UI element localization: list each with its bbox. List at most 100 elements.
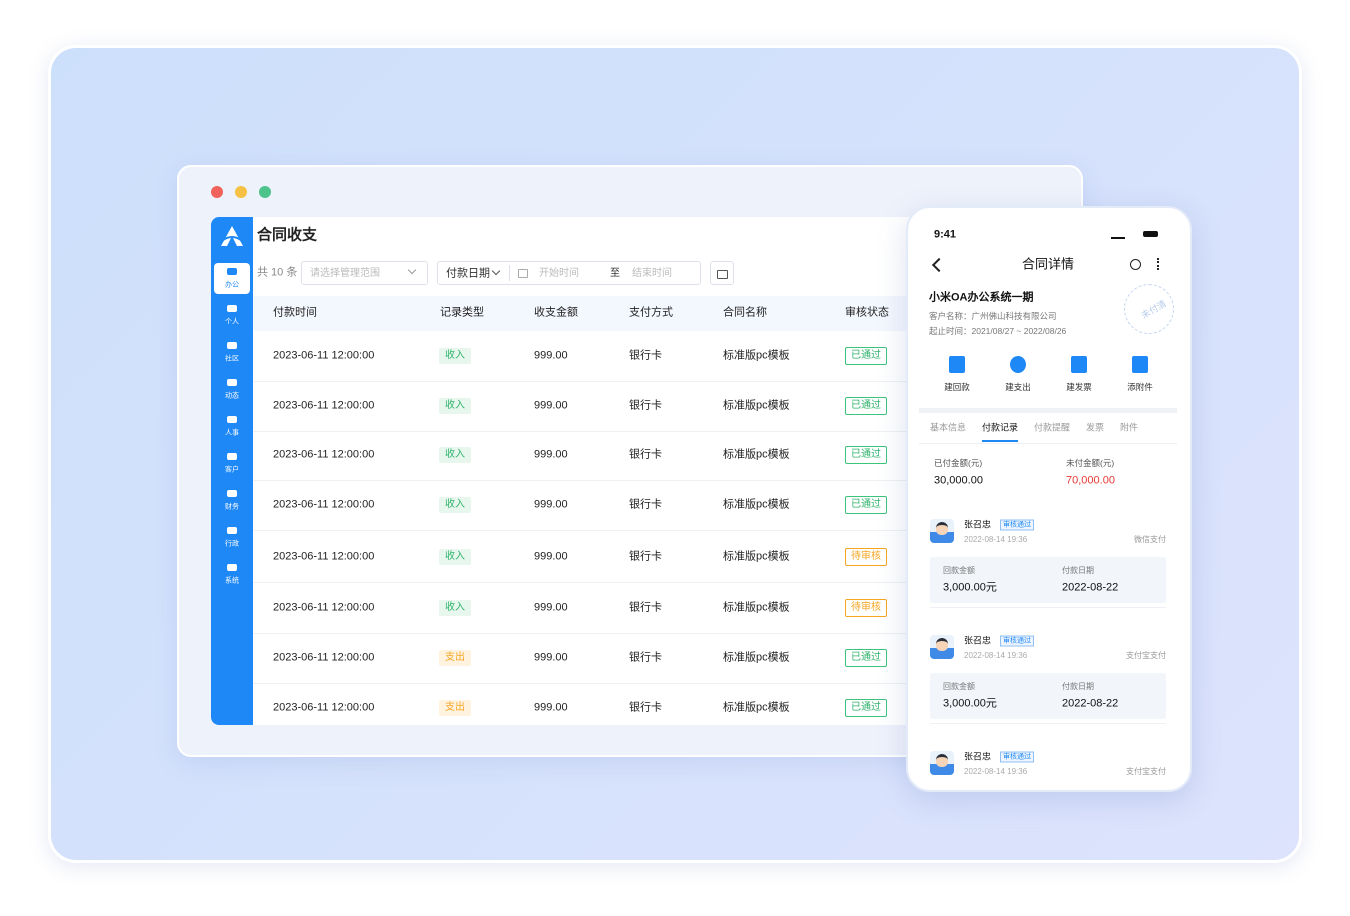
status-tag: 已通过 bbox=[845, 347, 887, 365]
record-count: 共 10 条 bbox=[257, 266, 298, 279]
cell: 999.00 bbox=[534, 448, 568, 461]
action-label[interactable]: 建支出 bbox=[1005, 381, 1031, 392]
scope-select[interactable] bbox=[301, 261, 428, 285]
back-button[interactable] bbox=[931, 257, 947, 273]
cell: 2023-06-11 12:00:00 bbox=[273, 498, 375, 511]
tabs-divider bbox=[919, 443, 1177, 444]
row-divider bbox=[253, 582, 1061, 583]
cell: 银行卡 bbox=[629, 349, 662, 362]
avatar-face bbox=[936, 522, 948, 535]
cell: 2023-06-11 12:00:00 bbox=[273, 399, 375, 412]
action-icon[interactable] bbox=[1132, 356, 1148, 373]
cell: 标准版pc模板 bbox=[723, 498, 790, 511]
nav-label[interactable]: 客户 bbox=[225, 466, 239, 474]
nav-label[interactable]: 系统 bbox=[225, 577, 239, 585]
nav-label[interactable]: 个人 bbox=[225, 318, 239, 326]
row-divider bbox=[253, 381, 1061, 382]
date-range[interactable] bbox=[437, 261, 701, 285]
action-label[interactable]: 建回款 bbox=[944, 381, 970, 392]
nav-label[interactable]: 人事 bbox=[225, 429, 239, 437]
action-icon[interactable] bbox=[1071, 356, 1087, 373]
amount: 3,000.00元 bbox=[943, 581, 997, 594]
cell: 2023-06-11 12:00:00 bbox=[273, 651, 375, 664]
column-header: 合同名称 bbox=[723, 306, 767, 319]
type-tag: 收入 bbox=[439, 600, 471, 616]
sidebar: 办公个人社区动态人事客户财务行政系统 bbox=[211, 217, 253, 725]
tab[interactable]: 基本信息 bbox=[930, 422, 967, 433]
cell: 标准版pc模板 bbox=[723, 550, 790, 563]
row-divider bbox=[253, 530, 1061, 531]
type-tag: 收入 bbox=[439, 398, 471, 414]
cell: 标准版pc模板 bbox=[723, 399, 790, 412]
status-badge: 审核通过 bbox=[1000, 635, 1034, 647]
pay-method: 支付宝支付 bbox=[1126, 651, 1166, 660]
row-divider bbox=[253, 683, 1061, 684]
cell: 2023-06-11 12:00:00 bbox=[273, 550, 375, 563]
record-detail bbox=[930, 557, 1166, 603]
pay-method: 微信支付 bbox=[1134, 535, 1166, 544]
nav-label[interactable]: 行政 bbox=[225, 540, 239, 548]
window-dot bbox=[211, 186, 223, 198]
client-name: 客户名称：广州佛山科技有限公司 bbox=[929, 310, 1057, 321]
status-tag: 已通过 bbox=[845, 649, 887, 667]
nav-label[interactable]: 社区 bbox=[225, 355, 239, 363]
more-icon[interactable] bbox=[1157, 258, 1161, 270]
tab[interactable]: 发票 bbox=[1086, 422, 1105, 433]
stamp bbox=[1124, 284, 1174, 334]
action-label[interactable]: 建发票 bbox=[1066, 381, 1092, 392]
type-tag: 支出 bbox=[439, 700, 471, 716]
date-separator: 至 bbox=[610, 268, 620, 279]
amount-label: 回款金额 bbox=[943, 566, 975, 575]
row-divider bbox=[253, 633, 1061, 634]
type-tag: 收入 bbox=[439, 348, 471, 364]
status-tag: 待审核 bbox=[845, 548, 887, 566]
tab[interactable]: 付款提醒 bbox=[1034, 422, 1071, 433]
action-icon[interactable] bbox=[949, 356, 965, 373]
unpaid-label: 未付金额(元) bbox=[1066, 457, 1115, 468]
amount-label: 回款金额 bbox=[943, 682, 975, 691]
reset-button[interactable] bbox=[710, 261, 734, 285]
action-icon[interactable] bbox=[1010, 356, 1026, 373]
cell: 银行卡 bbox=[629, 448, 662, 461]
status-tag: 待审核 bbox=[845, 599, 887, 617]
cell: 标准版pc模板 bbox=[723, 448, 790, 461]
page-title: 合同收支 bbox=[257, 226, 318, 244]
cell: 银行卡 bbox=[629, 399, 662, 412]
status-tag: 已通过 bbox=[845, 699, 887, 717]
cell: 2023-06-11 12:00:00 bbox=[273, 601, 375, 614]
record-time: 2022-08-14 19:36 bbox=[964, 651, 1028, 660]
nav-icon bbox=[227, 453, 237, 460]
nav-label[interactable]: 办公 bbox=[225, 281, 239, 289]
date: 2022-08-22 bbox=[1062, 697, 1119, 710]
nav-icon bbox=[227, 379, 237, 386]
tab[interactable]: 附件 bbox=[1120, 422, 1139, 433]
avatar-face bbox=[936, 754, 948, 767]
type-tag: 收入 bbox=[439, 549, 471, 565]
status-tag: 已通过 bbox=[845, 496, 887, 514]
type-tag: 收入 bbox=[439, 497, 471, 513]
type-tag: 收入 bbox=[439, 447, 471, 463]
pay-method: 支付宝支付 bbox=[1126, 767, 1166, 776]
record-name: 张召忠 bbox=[964, 635, 992, 646]
type-tag: 支出 bbox=[439, 650, 471, 666]
date-type: 付款日期 bbox=[446, 267, 490, 280]
nav-label[interactable]: 财务 bbox=[225, 503, 239, 511]
record-divider bbox=[930, 607, 1166, 608]
nav-icon bbox=[227, 305, 237, 312]
status-tag: 已通过 bbox=[845, 446, 887, 464]
alarm-icon[interactable] bbox=[1130, 259, 1141, 270]
paid-amount: 30,000.00 bbox=[934, 474, 983, 487]
nav-icon bbox=[227, 416, 237, 423]
cell: 999.00 bbox=[534, 349, 568, 362]
avatar-face bbox=[936, 638, 948, 651]
status-time: 9:41 bbox=[934, 228, 957, 241]
nav-label[interactable]: 动态 bbox=[225, 392, 239, 400]
tab-underline bbox=[982, 440, 1018, 442]
tab[interactable]: 付款记录 bbox=[982, 422, 1019, 433]
record-divider bbox=[930, 723, 1166, 724]
date: 2022-08-22 bbox=[1062, 581, 1119, 594]
cell: 银行卡 bbox=[629, 498, 662, 511]
action-label[interactable]: 添附件 bbox=[1127, 381, 1153, 392]
column-header: 记录类型 bbox=[440, 306, 484, 319]
